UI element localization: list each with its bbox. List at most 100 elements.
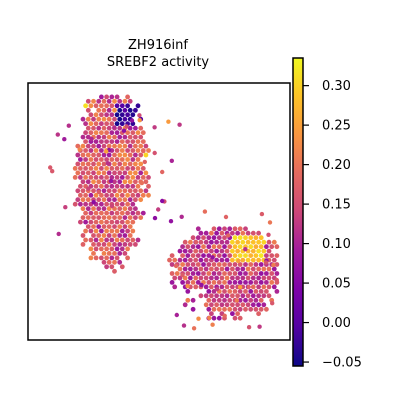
spot-point — [101, 251, 107, 256]
spot-point — [125, 157, 130, 162]
spot-point — [93, 210, 99, 216]
spot-point — [232, 271, 238, 276]
spot-point — [227, 253, 233, 258]
spot-point — [135, 183, 141, 189]
spot-point — [219, 230, 225, 236]
spot-point — [138, 143, 144, 149]
spot-point — [85, 161, 91, 167]
spot-point — [117, 197, 123, 203]
spot-point — [99, 255, 104, 261]
spot-point — [248, 280, 254, 285]
spot-point — [222, 244, 227, 250]
spot-point — [261, 293, 267, 299]
spot-point — [188, 257, 193, 263]
spot-point — [96, 215, 102, 221]
spot-point — [253, 306, 259, 312]
spot-point — [117, 152, 123, 158]
spot-point — [104, 237, 109, 243]
spot-point — [248, 262, 254, 267]
spot-point — [274, 289, 280, 294]
spot-point — [119, 246, 125, 252]
spot-point — [185, 289, 191, 294]
spot-point — [101, 125, 107, 131]
spot-point — [211, 235, 217, 241]
spot-point — [169, 280, 175, 285]
spot-point — [209, 293, 214, 299]
spot-point — [245, 239, 251, 245]
spot-point — [88, 157, 94, 162]
spot-point — [214, 257, 220, 263]
spot-point — [127, 125, 133, 131]
spot-point — [141, 148, 146, 154]
spot-point — [83, 157, 88, 162]
spot-point — [91, 251, 96, 256]
spot-point — [236, 258, 241, 264]
spot-point — [195, 235, 201, 241]
spot-point — [222, 235, 227, 241]
spot-point — [135, 148, 141, 153]
spot-point — [112, 170, 117, 176]
spot-point — [211, 297, 217, 303]
spot-point — [222, 313, 227, 318]
spot-point — [222, 306, 227, 312]
spot-point — [85, 152, 91, 158]
spot-point — [172, 257, 178, 263]
spot-point — [243, 226, 248, 232]
spot-point — [83, 192, 88, 198]
spot-point — [201, 253, 206, 258]
spot-point — [214, 275, 220, 281]
spot-point — [101, 224, 107, 230]
spot-point — [206, 262, 212, 267]
spot-point — [101, 116, 107, 122]
spot-point — [130, 219, 136, 225]
spot-point — [232, 306, 238, 312]
spot-point — [180, 280, 186, 285]
colorbar-tick-label: 0.30 — [322, 79, 351, 94]
spot-point — [133, 170, 138, 176]
spot-point — [245, 266, 251, 272]
spot-point — [166, 119, 171, 124]
spot-point — [235, 248, 241, 254]
spot-point — [119, 175, 125, 180]
spot-point — [125, 166, 130, 171]
spot-point — [99, 94, 104, 100]
spot-point — [256, 230, 261, 236]
spot-point — [160, 169, 165, 175]
spot-point — [93, 148, 99, 153]
spot-point — [256, 248, 261, 254]
spot-point — [245, 275, 251, 281]
spot-point — [112, 116, 117, 122]
spot-point — [109, 121, 115, 127]
spot-point — [130, 228, 136, 234]
spot-point — [119, 264, 125, 270]
spot-point — [182, 248, 188, 254]
spot-point — [133, 197, 138, 203]
spot-point — [127, 161, 133, 167]
spot-point — [226, 233, 231, 238]
spot-point — [117, 188, 123, 194]
spot-point — [104, 103, 109, 109]
spot-point — [230, 311, 235, 317]
spot-point — [91, 170, 96, 176]
colorbar-tick-label: 0.20 — [322, 158, 351, 173]
spot-point — [104, 228, 109, 234]
spot-point — [198, 293, 204, 299]
spot-point — [80, 134, 86, 140]
spot-point — [216, 306, 222, 312]
spot-point — [88, 210, 94, 216]
spot-point — [127, 98, 133, 104]
spot-point — [105, 161, 111, 166]
spot-point — [133, 206, 138, 212]
spot-point — [250, 284, 256, 290]
spot-point — [93, 139, 99, 145]
spot-point — [130, 183, 136, 189]
spot-point — [198, 248, 204, 254]
spot-point — [185, 262, 191, 267]
spot-point — [122, 170, 128, 176]
spot-point — [191, 326, 197, 331]
spot-point — [203, 257, 209, 263]
spot-point — [201, 235, 206, 241]
spot-point — [133, 143, 138, 149]
spot-point — [245, 230, 251, 236]
spot-point — [88, 255, 94, 261]
